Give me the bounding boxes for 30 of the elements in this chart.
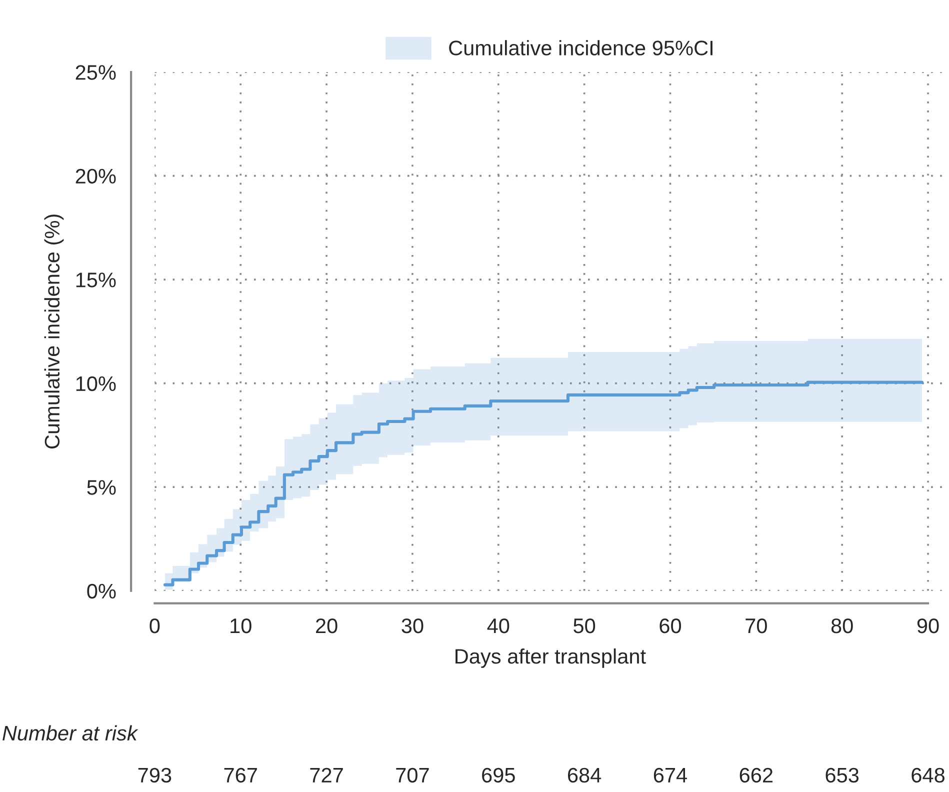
y-tick-label: 5% — [87, 480, 116, 495]
x-tick-label: 90 — [917, 618, 939, 634]
legend-label: Cumulative incidence 95%CI — [449, 40, 712, 56]
y-axis-title: Cumulative incidence (%) — [44, 214, 64, 448]
x-tick-label: 50 — [574, 618, 596, 634]
y-tick-label: 25% — [76, 65, 116, 80]
x-tick-label: 80 — [831, 618, 853, 634]
x-tick-label: 60 — [660, 618, 682, 634]
x-tick-label: 40 — [487, 618, 510, 634]
text: Number at risk — [2, 725, 138, 741]
text: 707 — [396, 768, 429, 783]
y-tick-label: 20% — [76, 168, 116, 184]
text: 653 — [826, 768, 859, 783]
text: 793 — [138, 768, 172, 783]
x-tick-label: 30 — [402, 618, 424, 634]
x-tick-label: 10 — [230, 618, 252, 634]
y-tick-label: 15% — [76, 272, 116, 288]
x-tick-label: 0 — [150, 618, 160, 634]
text: 648 — [912, 768, 944, 783]
y-tick-label: 0% — [87, 584, 116, 599]
text: 727 — [310, 768, 343, 782]
text: 767 — [224, 768, 257, 783]
y-tick-label: 10% — [76, 376, 116, 392]
x-tick-label: 70 — [746, 618, 767, 634]
text: 674 — [654, 768, 688, 783]
x-axis-title: Days after transplant — [456, 648, 646, 668]
x-tick-label: 20 — [316, 618, 338, 634]
text: 684 — [568, 768, 602, 783]
text: 695 — [482, 768, 515, 783]
text: 662 — [740, 768, 773, 783]
